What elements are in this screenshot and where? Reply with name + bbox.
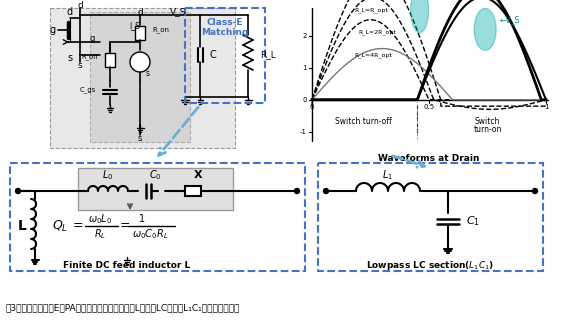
Text: Finite DC feed inductor L: Finite DC feed inductor L	[64, 260, 191, 270]
Text: R_off: R_off	[81, 54, 98, 61]
Text: 图3：准负载不敏感E类PA，及其有限直流馈电电感L和低通LC部分（L₁C₁）以及相关波形: 图3：准负载不敏感E类PA，及其有限直流馈电电感L和低通LC部分（L₁C₁）以及…	[5, 304, 239, 312]
Circle shape	[533, 188, 537, 194]
Ellipse shape	[411, 0, 429, 33]
Text: Matching: Matching	[201, 27, 249, 36]
Ellipse shape	[474, 8, 496, 50]
Text: 1: 1	[139, 214, 145, 224]
Text: R_L=2R_opt: R_L=2R_opt	[359, 30, 396, 35]
Text: -1: -1	[300, 129, 307, 135]
Circle shape	[324, 188, 328, 194]
Text: d: d	[137, 7, 143, 16]
Text: C_gs: C_gs	[80, 87, 96, 93]
Bar	[185, 8, 265, 103]
Text: d: d	[77, 1, 83, 10]
Text: g: g	[50, 25, 56, 35]
Text: g: g	[90, 33, 95, 43]
Text: 2: 2	[303, 33, 307, 39]
Text: Class-E: Class-E	[207, 17, 243, 26]
Bar	[185, 186, 201, 196]
Text: 1: 1	[544, 104, 548, 110]
Text: s: s	[68, 53, 73, 63]
Bar	[50, 8, 235, 148]
Text: Switch: Switch	[475, 117, 500, 126]
Text: =: =	[73, 220, 83, 232]
Text: $C_0$: $C_0$	[149, 168, 161, 182]
Text: s: s	[146, 69, 150, 78]
Text: turn-on: turn-on	[473, 125, 502, 134]
Text: $L_0$: $L_0$	[102, 168, 114, 182]
Text: d: d	[67, 7, 73, 17]
Text: I_S: I_S	[130, 22, 140, 31]
Circle shape	[15, 188, 20, 194]
Text: $L_1$: $L_1$	[382, 168, 394, 182]
Text: 0.5: 0.5	[423, 104, 435, 110]
Text: 0: 0	[310, 104, 314, 110]
Bar	[135, 26, 145, 40]
Text: $\omega_0 C_0 R_L$: $\omega_0 C_0 R_L$	[132, 227, 168, 241]
Bar	[318, 163, 543, 271]
Text: R_L: R_L	[260, 51, 275, 60]
Text: $R_L$: $R_L$	[94, 227, 106, 241]
Text: R_L=4R_opt: R_L=4R_opt	[354, 52, 392, 58]
Text: ←V_S: ←V_S	[499, 15, 520, 24]
Bar	[10, 163, 305, 271]
Text: $C_1$: $C_1$	[466, 214, 480, 228]
Circle shape	[294, 188, 299, 194]
Text: R_L=R_opt: R_L=R_opt	[354, 7, 388, 13]
Text: Switch turn-off: Switch turn-off	[335, 117, 392, 126]
Text: V_S: V_S	[170, 7, 186, 16]
Text: Lowpass LC section($L_1C_1$): Lowpass LC section($L_1C_1$)	[366, 260, 494, 272]
Text: X: X	[194, 170, 202, 180]
Text: R_on: R_on	[152, 27, 169, 33]
Text: s: s	[78, 61, 82, 70]
Text: s: s	[138, 134, 142, 143]
Text: 0: 0	[303, 97, 307, 103]
Circle shape	[130, 52, 150, 72]
Bar	[90, 12, 190, 142]
Text: Waveforms at Drain: Waveforms at Drain	[378, 154, 480, 163]
Text: =: =	[120, 220, 130, 232]
Text: $\omega_0 L_0$: $\omega_0 L_0$	[88, 212, 112, 226]
Text: $Q_L$: $Q_L$	[52, 218, 68, 233]
Text: C: C	[210, 50, 217, 60]
Bar	[78, 168, 233, 210]
Text: L: L	[18, 219, 27, 233]
Bar	[105, 53, 115, 67]
Text: 1: 1	[303, 65, 307, 71]
